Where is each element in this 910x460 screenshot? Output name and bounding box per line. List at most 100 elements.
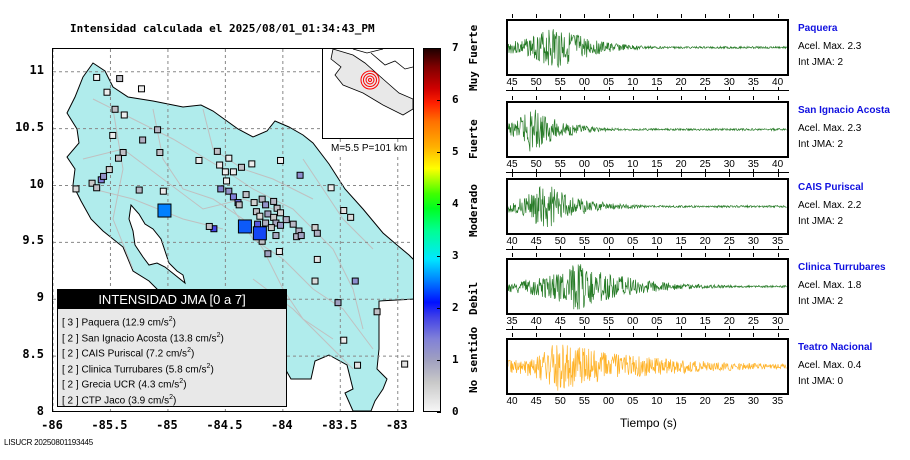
station-marker[interactable] <box>264 250 272 258</box>
station-marker[interactable] <box>262 201 270 209</box>
seismogram-trace[interactable] <box>506 338 789 395</box>
station-marker[interactable] <box>213 147 221 155</box>
tick-mark <box>536 87 538 91</box>
y-tick-label: 10 <box>29 176 44 191</box>
station-marker[interactable] <box>270 213 278 221</box>
station-marker[interactable] <box>120 111 128 119</box>
seismogram-trace[interactable] <box>506 178 789 235</box>
station-marker[interactable] <box>205 222 213 230</box>
station-marker[interactable] <box>277 221 285 229</box>
waveform-line <box>508 264 787 310</box>
station-marker[interactable] <box>154 126 162 134</box>
station-marker[interactable] <box>250 199 258 207</box>
station-marker[interactable] <box>311 224 319 232</box>
station-marker[interactable] <box>135 186 143 194</box>
station-marker[interactable] <box>229 193 237 201</box>
station-marker[interactable] <box>157 203 172 218</box>
station-marker[interactable] <box>256 212 264 220</box>
station-marker[interactable] <box>401 360 409 368</box>
tick-mark <box>512 253 513 257</box>
station-marker[interactable] <box>373 308 381 316</box>
station-marker[interactable] <box>340 336 348 344</box>
station-marker[interactable] <box>334 299 342 307</box>
colorbar-tick-mark <box>437 48 441 49</box>
station-marker[interactable] <box>351 277 359 285</box>
station-marker[interactable] <box>111 105 119 113</box>
station-marker[interactable] <box>297 232 305 240</box>
station-marker[interactable] <box>347 213 355 221</box>
station-marker[interactable] <box>258 195 266 203</box>
station-marker[interactable] <box>109 131 117 139</box>
station-marker[interactable] <box>264 210 272 218</box>
colorbar-category-label: Moderado <box>467 183 480 237</box>
station-marker[interactable] <box>354 361 362 369</box>
station-marker[interactable] <box>105 166 113 174</box>
station-marker[interactable] <box>270 197 278 205</box>
station-marker[interactable] <box>277 156 285 164</box>
station-marker[interactable] <box>221 168 229 176</box>
station-marker[interactable] <box>313 229 321 237</box>
station-marker[interactable] <box>252 226 267 241</box>
tick-mark <box>705 326 707 330</box>
station-marker[interactable] <box>262 219 270 227</box>
station-marker[interactable] <box>267 224 275 232</box>
station-marker[interactable] <box>93 184 101 192</box>
station-marker[interactable] <box>195 156 203 164</box>
station-marker[interactable] <box>237 163 245 171</box>
time-tick-label: 20 <box>675 77 687 88</box>
station-marker[interactable] <box>289 220 297 228</box>
station-marker[interactable] <box>156 149 164 157</box>
time-tick-label: 35 <box>772 396 784 407</box>
seismogram-trace[interactable] <box>506 101 789 158</box>
legend-station-name: Clinica Turrubares <box>81 363 163 375</box>
station-marker[interactable] <box>327 184 335 192</box>
station-marker[interactable] <box>313 255 321 263</box>
trace-jma-intensity: Int JMA: 2 <box>798 139 844 150</box>
station-marker[interactable] <box>225 154 233 162</box>
station-marker[interactable] <box>340 207 348 215</box>
station-marker[interactable] <box>272 232 280 240</box>
station-marker[interactable] <box>223 177 231 185</box>
station-marker[interactable] <box>282 216 290 224</box>
station-marker[interactable] <box>229 168 237 176</box>
tick-mark <box>584 173 586 177</box>
station-marker[interactable] <box>93 73 101 81</box>
station-marker[interactable] <box>159 187 167 195</box>
trace-time-ticks: 40 45 50 55 00 05 10 15 20 25 30 35 <box>506 396 789 410</box>
tick-mark <box>729 87 731 91</box>
station-marker[interactable] <box>115 154 123 162</box>
tick-mark <box>753 253 755 257</box>
station-marker[interactable] <box>137 85 145 93</box>
station-marker[interactable] <box>217 185 225 193</box>
station-marker[interactable] <box>242 191 250 199</box>
station-marker[interactable] <box>296 171 304 179</box>
station-marker[interactable] <box>237 219 252 234</box>
station-marker[interactable] <box>119 149 127 157</box>
station-marker[interactable] <box>72 185 80 193</box>
colorbar-tick-mark <box>437 308 441 309</box>
station-marker[interactable] <box>103 88 111 96</box>
station-marker[interactable] <box>100 172 108 180</box>
station-marker[interactable] <box>216 161 224 169</box>
station-marker[interactable] <box>277 209 285 217</box>
station-marker[interactable] <box>88 179 96 187</box>
colorbar-tick-label: 0 <box>452 405 459 418</box>
time-tick-label: 35 <box>747 77 759 88</box>
tick-mark <box>512 14 513 18</box>
time-tick-label: 15 <box>699 316 711 327</box>
time-tick-label: 50 <box>530 159 542 170</box>
y-tick-label: 8 <box>36 404 44 418</box>
station-marker[interactable] <box>311 277 319 285</box>
station-marker[interactable] <box>275 247 283 255</box>
station-marker[interactable] <box>248 160 256 168</box>
seismogram-trace[interactable] <box>506 19 789 76</box>
station-marker[interactable] <box>235 201 243 209</box>
station-marker[interactable] <box>225 187 233 195</box>
station-marker[interactable] <box>139 136 147 144</box>
tick-mark <box>656 246 658 250</box>
gulf-of-nicoya <box>128 203 186 285</box>
colorbar-tick-mark <box>437 152 441 153</box>
tick-mark <box>729 326 731 330</box>
seismogram-trace[interactable] <box>506 258 789 315</box>
station-marker[interactable] <box>116 75 124 83</box>
